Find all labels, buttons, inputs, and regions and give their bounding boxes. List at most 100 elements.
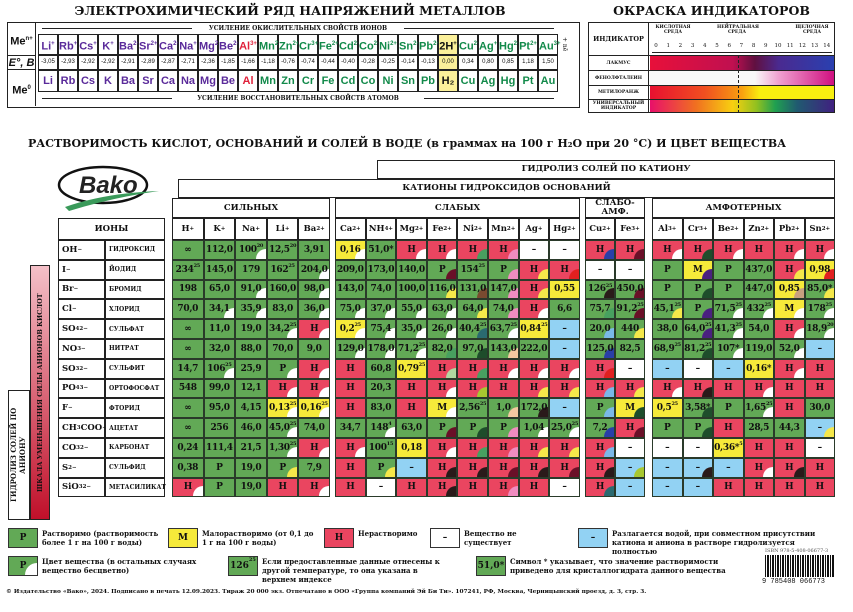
temperature-index: 25	[674, 342, 681, 348]
metal-ion-cell: Hg2+	[498, 34, 521, 55]
solubility-cell: ∞	[172, 418, 204, 438]
solubility-cell: –	[652, 358, 683, 379]
anion-name: ЙОДИД	[105, 259, 165, 280]
indicator-color-scale	[650, 100, 834, 112]
solubility-cell: Н	[426, 477, 458, 498]
cation-symbol: Hg	[553, 223, 568, 234]
substance-color-mark	[604, 486, 614, 497]
solubility-cell: Р	[203, 457, 236, 478]
substance-color-mark	[385, 308, 396, 319]
potential-value: -0,74	[298, 55, 318, 70]
solubility-cell: Н	[774, 319, 805, 339]
cation-header: Pb 2+	[774, 218, 805, 240]
ion-symbol: Hg	[499, 40, 514, 53]
substance-color-mark	[318, 367, 329, 378]
cation-symbol: Fe	[432, 223, 444, 234]
cell-value: Н	[437, 482, 447, 493]
cell-value: Р	[279, 363, 286, 374]
ion-symbol: Cu	[459, 40, 474, 53]
solubility-cell: 548	[172, 378, 204, 399]
ion-charge: +	[453, 41, 457, 47]
substance-color-mark	[538, 387, 549, 398]
substance-color-mark	[446, 387, 457, 398]
cell-value: 19,0	[240, 462, 262, 473]
solubility-cell: Н	[457, 358, 488, 379]
cell-value: Р	[694, 304, 702, 315]
cell-value: 20,3	[370, 383, 392, 394]
solubility-cell: Н	[549, 457, 580, 478]
solubility-cell: 145,0	[203, 259, 236, 280]
cell-value: 0,16	[339, 244, 361, 255]
solubility-cell: –	[713, 358, 744, 379]
anion-name: СУЛЬФИД	[105, 457, 165, 478]
substance-color-mark	[604, 407, 614, 418]
temperature-index: 25	[674, 302, 681, 309]
anion-formula-part: COO	[80, 423, 103, 434]
ion-charge: 3+	[250, 41, 257, 47]
anion-formula-part: SO	[62, 324, 76, 335]
substance-color-mark	[702, 466, 712, 477]
cell-value: –	[531, 244, 537, 255]
metal-ion-cell: Sn2+	[398, 34, 420, 55]
substance-color-mark	[702, 407, 712, 418]
solubility-cell: 447,0	[743, 279, 774, 300]
cell-value: Н	[625, 244, 635, 255]
solubility-cell: –	[652, 477, 683, 498]
substance-color-mark	[446, 268, 457, 279]
ion-symbol: Pb	[419, 40, 434, 53]
cell-value: 75,7	[589, 304, 611, 315]
metal-atom-cell: Cr	[298, 70, 318, 92]
solubility-cell: 222,0	[518, 339, 550, 359]
cell-value: 82,5	[619, 343, 641, 354]
cell-value: 173,0	[367, 264, 395, 275]
solubility-cell: –	[804, 418, 835, 438]
cell-value: Н	[499, 363, 508, 374]
cell-value: 19,0	[240, 324, 262, 335]
cell-value: Н	[529, 363, 539, 374]
substance-color-mark	[634, 407, 644, 418]
cell-value: 30,0	[809, 403, 831, 414]
solubility-cell: 3,91	[298, 240, 330, 260]
solubility-cell: 12,5 20	[266, 240, 299, 260]
potential-value: 1,18	[518, 55, 538, 70]
cell-value: 4,15	[240, 403, 262, 414]
legend-hydrate-text: Символ * указывает, что значение раствор…	[510, 557, 726, 575]
cell-value: 7,9	[306, 462, 322, 473]
ion-charge: +	[193, 41, 197, 47]
cell-value: 119,0	[745, 343, 773, 354]
ion-charge: 2+	[390, 41, 397, 47]
cell-value: 3,58*	[685, 403, 711, 414]
cell-value: 82,0	[431, 343, 453, 354]
substance-color-mark	[824, 268, 834, 279]
metal-ion-cell: Cu2+	[458, 34, 481, 55]
cell-value: Н	[346, 403, 355, 414]
solubility-cell: 55,0	[396, 299, 427, 320]
cell-value: 25,9	[240, 363, 262, 374]
substance-color-mark	[702, 308, 712, 319]
cell-value: 11,0	[209, 324, 230, 335]
solubility-cell: –	[615, 438, 645, 458]
ph-tick: 0	[654, 43, 658, 49]
cell-value: 18,9	[806, 324, 827, 335]
ion-charge: +	[51, 41, 55, 47]
anion-name: НИТРАТ	[105, 339, 165, 359]
cation-header: Mg 2+	[396, 218, 427, 240]
cell-value: Н	[468, 482, 478, 493]
solubility-cell: Н	[804, 477, 835, 498]
cell-value: 0,36*	[714, 442, 740, 453]
cell-value: Н	[310, 383, 319, 394]
group-strong: СИЛЬНЫХ	[172, 198, 330, 218]
solubility-cell: Р	[488, 418, 519, 438]
cation-charge: 2+	[352, 225, 361, 232]
potential-value: 0,80	[478, 55, 498, 70]
potential-value: -2,89	[138, 55, 158, 70]
temperature-index: 20	[289, 243, 297, 249]
anion-formula-part: 3	[76, 444, 80, 451]
substance-color-mark	[702, 288, 712, 299]
substance-color-mark	[634, 466, 644, 477]
metal-atom-cell: Cs	[78, 70, 98, 92]
cell-value: 178	[807, 304, 826, 315]
metal-ion-cell: Fe2+	[318, 34, 339, 55]
solubility-cell: Н	[298, 477, 330, 498]
solubility-cell: Н	[774, 477, 805, 498]
